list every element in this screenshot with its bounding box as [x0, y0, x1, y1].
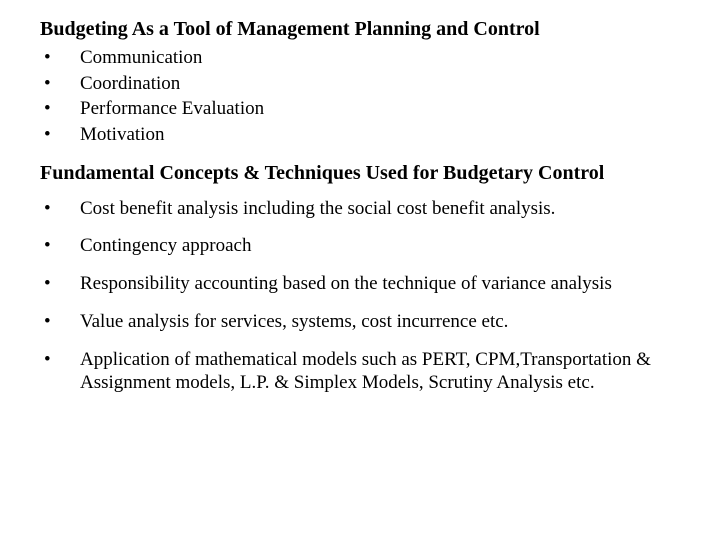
list-item: • Value analysis for services, systems, … [44, 310, 688, 334]
bullet-icon: • [44, 234, 80, 258]
bullet-icon: • [44, 45, 80, 71]
list-item: • Motivation [44, 122, 688, 148]
list-item: • Responsibility accounting based on the… [44, 272, 688, 296]
heading-budgeting-tool: Budgeting As a Tool of Management Planni… [40, 18, 688, 41]
bullet-icon: • [44, 197, 80, 221]
list-item: • Cost benefit analysis including the so… [44, 197, 688, 221]
bullet-icon: • [44, 310, 80, 334]
bullet-icon: • [44, 71, 80, 97]
list-item-text: Performance Evaluation [80, 96, 264, 122]
bullet-icon: • [44, 122, 80, 148]
list-item-text: Contingency approach [80, 234, 688, 258]
bullet-icon: • [44, 272, 80, 296]
list-item-text: Application of mathematical models such … [80, 348, 688, 396]
heading-fundamental-concepts: Fundamental Concepts & Techniques Used f… [40, 162, 688, 185]
bullet-icon: • [44, 96, 80, 122]
list-item-text: Coordination [80, 71, 180, 97]
list-item-text: Motivation [80, 122, 164, 148]
list-item: • Contingency approach [44, 234, 688, 258]
list-item-text: Responsibility accounting based on the t… [80, 272, 688, 296]
list-item: • Communication [44, 45, 688, 71]
list-item: • Application of mathematical models suc… [44, 348, 688, 396]
list-budgeting-benefits: • Communication • Coordination • Perform… [44, 45, 688, 148]
list-budgetary-techniques: • Cost benefit analysis including the so… [44, 197, 688, 396]
list-item-text: Value analysis for services, systems, co… [80, 310, 688, 334]
list-item-text: Cost benefit analysis including the soci… [80, 197, 688, 221]
bullet-icon: • [44, 348, 80, 372]
list-item: • Performance Evaluation [44, 96, 688, 122]
list-item-text: Communication [80, 45, 202, 71]
list-item: • Coordination [44, 71, 688, 97]
